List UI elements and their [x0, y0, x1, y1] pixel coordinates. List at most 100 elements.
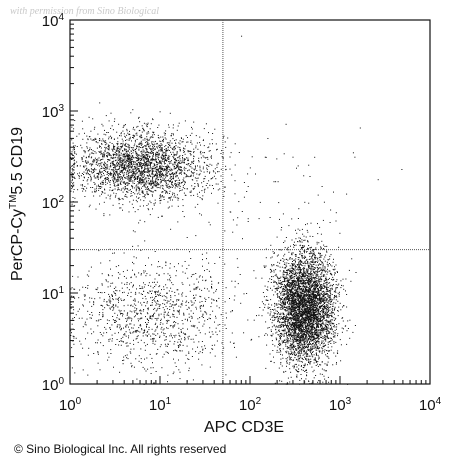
scatter-point: [154, 148, 156, 150]
scatter-point: [230, 152, 232, 154]
scatter-point: [116, 180, 118, 182]
scatter-point: [93, 139, 94, 141]
scatter-point: [298, 359, 300, 361]
scatter-point: [101, 140, 103, 142]
scatter-point: [170, 151, 172, 153]
scatter-point: [130, 171, 132, 173]
scatter-point: [296, 376, 298, 378]
scatter-point: [104, 153, 106, 155]
scatter-point: [129, 163, 131, 165]
scatter-point: [97, 133, 99, 135]
scatter-point: [281, 292, 283, 294]
scatter-point: [280, 351, 282, 353]
scatter-point: [332, 336, 334, 338]
scatter-point: [171, 186, 173, 188]
scatter-point: [116, 143, 118, 144]
scatter-point: [136, 184, 138, 186]
scatter-point: [296, 318, 298, 320]
scatter-point: [302, 283, 304, 285]
scatter-point: [310, 271, 312, 273]
scatter-point: [113, 184, 115, 186]
scatter-point: [150, 183, 152, 185]
scatter-point: [329, 285, 331, 287]
scatter-point: [141, 166, 143, 168]
scatter-point: [121, 138, 123, 140]
scatter-point: [147, 168, 149, 170]
scatter-point: [285, 266, 287, 268]
scatter-point: [158, 159, 159, 161]
scatter-point: [313, 254, 315, 256]
scatter-point: [322, 261, 324, 263]
scatter-point: [124, 184, 126, 185]
scatter-point: [71, 203, 73, 205]
scatter-point: [108, 147, 110, 149]
scatter-point: [174, 154, 176, 156]
scatter-point: [277, 313, 279, 315]
scatter-point: [168, 165, 169, 167]
scatter-point: [156, 162, 158, 164]
scatter-point: [141, 150, 143, 152]
scatter-point: [132, 230, 134, 232]
scatter-point: [80, 144, 82, 146]
scatter-point: [132, 182, 134, 184]
scatter-point: [129, 168, 131, 170]
scatter-point: [319, 296, 321, 298]
scatter-point: [131, 156, 132, 158]
scatter-point: [130, 178, 132, 180]
scatter-point: [130, 157, 132, 159]
scatter-point: [173, 157, 175, 159]
scatter-point: [108, 152, 110, 154]
scatter-point: [322, 308, 323, 310]
scatter-point: [83, 166, 85, 168]
scatter-point: [141, 147, 143, 149]
scatter-point: [162, 185, 164, 187]
scatter-point: [150, 123, 152, 125]
scatter-point: [124, 161, 126, 163]
scatter-point: [331, 287, 333, 289]
scatter-point: [143, 200, 145, 202]
scatter-point: [326, 320, 328, 322]
scatter-point: [120, 135, 122, 137]
scatter-point: [126, 167, 128, 169]
scatter-point: [95, 189, 97, 191]
scatter-point: [276, 351, 278, 353]
scatter-point: [295, 289, 297, 291]
scatter-point: [147, 154, 149, 156]
scatter-point: [295, 345, 297, 347]
scatter-point: [312, 351, 314, 353]
scatter-point: [207, 158, 209, 160]
scatter-point: [317, 323, 319, 325]
scatter-point: [149, 167, 151, 169]
scatter-point: [142, 139, 144, 141]
scatter-point: [179, 158, 181, 160]
scatter-point: [304, 263, 306, 265]
scatter-point: [326, 279, 328, 281]
scatter-point: [135, 170, 137, 172]
scatter-point: [88, 136, 90, 138]
scatter-point: [107, 161, 109, 163]
scatter-point: [208, 180, 210, 182]
scatter-point: [143, 180, 145, 182]
scatter-point: [147, 186, 148, 188]
scatter-point: [155, 140, 156, 142]
scatter-point: [335, 281, 337, 282]
scatter-point: [138, 192, 140, 194]
scatter-point: [189, 153, 191, 154]
scatter-point: [298, 261, 300, 263]
scatter-point: [120, 181, 122, 183]
scatter-point: [302, 291, 304, 293]
scatter-point: [293, 326, 294, 327]
scatter-point: [74, 177, 76, 179]
scatter-point: [140, 166, 142, 167]
scatter-point: [186, 175, 188, 177]
scatter-point: [305, 352, 307, 354]
scatter-point: [90, 163, 92, 165]
scatter-point: [117, 187, 119, 189]
scatter-point: [136, 178, 138, 179]
scatter-point: [177, 184, 179, 186]
scatter-point: [275, 312, 277, 314]
scatter-point: [168, 181, 170, 183]
scatter-point: [126, 160, 128, 162]
scatter-point: [148, 167, 150, 169]
scatter-point: [114, 148, 116, 150]
